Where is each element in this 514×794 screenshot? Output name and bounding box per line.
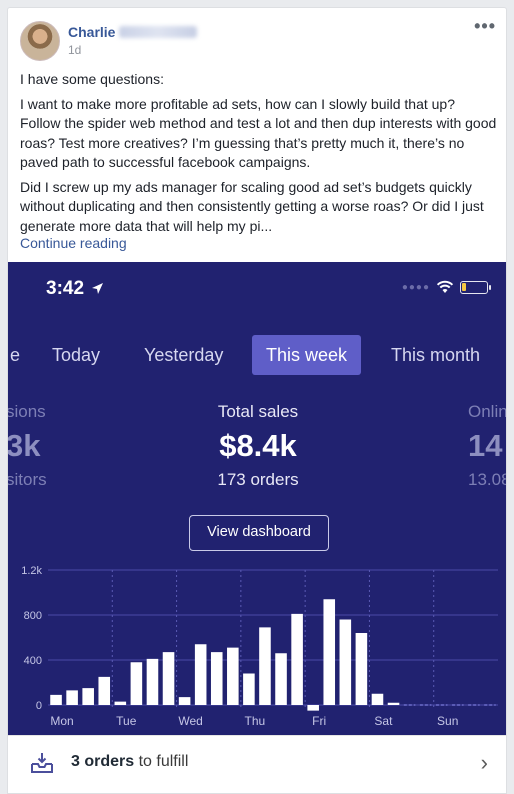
chart-bar	[307, 705, 319, 711]
author-name[interactable]: Charlie	[68, 24, 198, 40]
metric-label: Total sales	[217, 402, 299, 421]
metric-label: sions	[8, 402, 46, 421]
y-tick-label: 0	[36, 700, 42, 712]
tab-this-month[interactable]: This month	[391, 345, 481, 365]
fulfill-count: 3 orders	[71, 753, 135, 770]
post-paragraph: Did I screw up my ads manager for scalin…	[20, 178, 484, 234]
metric-label: Onlin	[468, 402, 507, 421]
chart-bar	[98, 676, 111, 705]
metric-online-partial[interactable]: Onlin 14 13.08	[468, 402, 507, 490]
author-first-name[interactable]: Charlie	[68, 24, 116, 40]
signal-icon: ●●●●	[401, 281, 430, 293]
chart-bar	[243, 673, 255, 705]
redacted-last-name	[119, 26, 198, 38]
chart-bar	[194, 644, 207, 705]
y-tick-label: 1.2k	[21, 565, 42, 577]
tab-cut-left[interactable]: e	[10, 345, 21, 365]
status-time-text: 3:42	[46, 278, 85, 299]
period-tabs: e Today Yesterday This week This month	[8, 335, 506, 375]
metric-value: 3k	[8, 428, 41, 463]
x-tick-label: Mon	[50, 714, 73, 728]
chart-bar	[387, 702, 400, 705]
chart-bar	[355, 633, 368, 705]
location-arrow-icon	[92, 283, 104, 294]
x-tick-label: Sun	[437, 714, 458, 728]
chart-bar	[259, 627, 271, 705]
sales-bar-chart: 0 400 800 1.2k Mon Tue Wed Thu Fri Sat Sun	[21, 565, 498, 728]
chart-bar	[130, 662, 143, 705]
tab-this-week[interactable]: This week	[252, 335, 362, 375]
metric-sessions-partial[interactable]: sions 3k sitors	[8, 402, 66, 490]
chart-bar	[82, 688, 94, 705]
x-tick-label: Wed	[178, 714, 202, 728]
metric-sub: 173 orders	[217, 470, 299, 489]
wifi-icon	[436, 280, 454, 293]
chart-bar	[323, 599, 336, 705]
more-options-button[interactable]: •••	[474, 16, 496, 36]
chart-bar	[146, 658, 159, 705]
metric-sub: 13.08	[468, 470, 507, 489]
metric-total-sales[interactable]: Total sales $8.4k 173 orders	[158, 402, 358, 490]
chart-bar	[291, 613, 303, 705]
metric-value: $8.4k	[219, 428, 297, 463]
status-bar-right: ●●●●	[401, 280, 491, 294]
x-tick-label: Tue	[116, 714, 137, 728]
continue-reading-link[interactable]: Continue reading	[20, 235, 127, 251]
tab-today[interactable]: Today	[52, 345, 101, 365]
fulfill-label: 3 orders to fulfill	[71, 753, 188, 771]
avatar[interactable]	[20, 21, 60, 61]
battery-icon	[460, 280, 491, 294]
chart-bar	[50, 694, 62, 705]
chart-bar	[275, 653, 287, 705]
chart-bar	[162, 652, 175, 705]
chart-bar	[66, 690, 78, 705]
inbox-download-icon	[31, 753, 53, 773]
fulfill-suffix: to fulfill	[134, 753, 189, 770]
post-card: Charlie 1d ••• I have some questions: I …	[7, 7, 507, 794]
metric-sub: sitors	[8, 470, 47, 489]
y-tick-label: 800	[24, 610, 42, 622]
chevron-right-icon: ›	[480, 750, 488, 775]
post-paragraph: I have some questions:	[20, 71, 164, 87]
chart-bar	[114, 701, 127, 705]
status-time: 3:42	[46, 278, 104, 300]
post-paragraph: I want to make more profitable ad sets, …	[20, 95, 497, 171]
post-timestamp[interactable]: 1d	[68, 43, 82, 57]
chart-bar	[339, 619, 352, 705]
tab-yesterday[interactable]: Yesterday	[144, 345, 224, 365]
x-tick-label: Thu	[245, 714, 266, 728]
post-body: I have some questions: I want to make mo…	[20, 70, 498, 254]
attached-screenshot[interactable]: 3:42 ●●●● e Today Yesterday This week Th…	[8, 262, 507, 735]
fulfill-orders-bar[interactable]: 3 orders to fulfill ›	[8, 735, 506, 787]
chart-bar	[178, 697, 191, 705]
metric-value: 14	[468, 428, 503, 463]
chart-bar	[371, 693, 384, 705]
chart-bar	[227, 647, 239, 705]
chart-bar	[210, 652, 223, 705]
x-tick-label: Fri	[312, 714, 326, 728]
y-tick-label: 400	[24, 655, 42, 667]
view-dashboard-button[interactable]: View dashboard	[189, 515, 329, 551]
x-tick-label: Sat	[374, 714, 393, 728]
